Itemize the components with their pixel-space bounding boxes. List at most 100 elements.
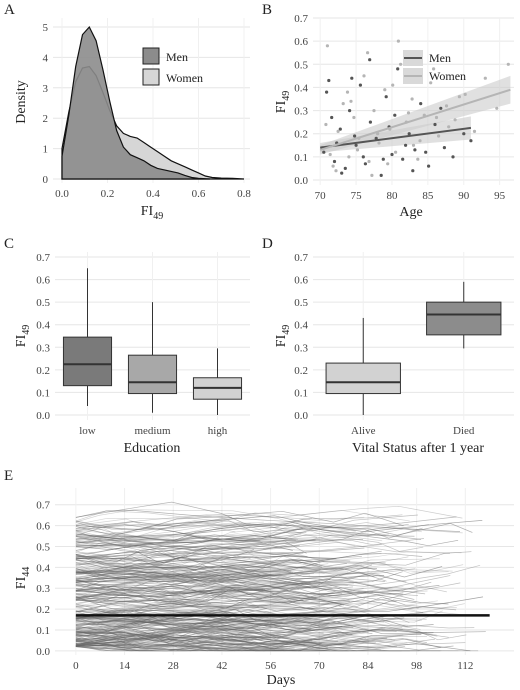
- trajectory-line: [75, 628, 486, 645]
- data-point-women: [429, 81, 433, 85]
- panel-b-label: B: [262, 2, 272, 18]
- y-tick-label: 0.0: [36, 410, 50, 422]
- trajectory-line: [75, 641, 348, 652]
- trajectory-line: [75, 633, 393, 647]
- box-alive: [325, 362, 401, 395]
- data-point-men: [322, 150, 326, 154]
- data-point-women: [410, 97, 414, 101]
- trajectory-line: [75, 571, 387, 588]
- y-tick-label: 0.6: [294, 275, 308, 287]
- y-tick-label: 0.4: [36, 320, 50, 332]
- data-point-women: [396, 39, 400, 43]
- trajectory-line: [75, 515, 483, 536]
- x-tick-label: Alive: [351, 425, 376, 437]
- y-tick-label: 0.3: [294, 342, 308, 354]
- trajectory-line: [75, 622, 322, 636]
- trajectory-line: [75, 522, 251, 553]
- data-point-women: [370, 173, 374, 177]
- trajectory-line: [75, 589, 264, 601]
- trajectory-line: [75, 596, 343, 619]
- y-tick-label: 0.3: [36, 583, 50, 595]
- trajectory-line: [75, 552, 325, 566]
- trajectory-line: [75, 640, 408, 652]
- trajectory-line: [75, 634, 441, 652]
- trajectory-line: [75, 606, 260, 628]
- trajectory-line: [75, 574, 311, 586]
- trajectory-line: [75, 617, 289, 630]
- trajectory-line: [75, 638, 323, 652]
- trajectory-line: [75, 612, 346, 640]
- panel-d-boxes: [325, 281, 502, 415]
- y-tick-label: 0.5: [294, 59, 308, 71]
- x-tick-label: 0.6: [192, 188, 206, 200]
- trajectory-line: [75, 546, 259, 563]
- data-point-men: [442, 146, 446, 150]
- trajectory-line: [75, 540, 307, 560]
- trajectory-line: [75, 617, 358, 634]
- trajectory-line: [75, 579, 317, 602]
- trajectory-line: [75, 575, 262, 593]
- data-point-women: [432, 67, 436, 71]
- trajectory-line: [75, 552, 423, 579]
- trajectory-line: [75, 617, 346, 642]
- trajectory-line: [75, 584, 404, 600]
- trajectory-line: [75, 572, 407, 585]
- x-tick-label: 42: [216, 660, 227, 672]
- trajectory-line: [75, 639, 420, 652]
- trajectory-line: [75, 510, 461, 532]
- trajectory-line: [75, 586, 404, 613]
- trajectory-line: [75, 589, 266, 616]
- box-died: [426, 301, 502, 336]
- y-tick-label: 0.6: [294, 36, 308, 48]
- panel-c-x-ticks: low medium high: [79, 425, 228, 437]
- panel-b-x-ticks: 70 75 80 85 90 95: [315, 190, 506, 202]
- y-tick-label: 0.7: [294, 13, 308, 25]
- data-point-men: [411, 169, 415, 173]
- trajectory-line: [75, 537, 318, 565]
- trajectory-line: [75, 533, 302, 555]
- trajectory-line: [75, 641, 370, 652]
- trajectory-line: [75, 571, 370, 583]
- trajectory-line: [75, 579, 348, 598]
- trajectory-line: [75, 630, 247, 641]
- trajectory-line: [75, 597, 301, 615]
- data-point-men: [401, 157, 405, 161]
- trajectory-line: [75, 501, 473, 536]
- data-point-women: [383, 88, 387, 92]
- panel-a-x-ticks: 0.0 0.2 0.4 0.6 0.8: [55, 188, 251, 200]
- trajectory-line: [75, 631, 479, 652]
- trajectory-line: [75, 606, 438, 640]
- y-tick-label: 0.2: [36, 365, 50, 377]
- trajectory-line: [75, 550, 462, 571]
- legend-label-women: Women: [166, 71, 203, 85]
- x-tick-label: 14: [119, 660, 131, 672]
- trajectory-line: [75, 605, 371, 617]
- legend-label-men-b: Men: [429, 51, 451, 65]
- data-point-women: [463, 92, 467, 96]
- trajectory-line: [75, 590, 330, 611]
- data-point-women: [352, 115, 356, 120]
- trajectory-line: [75, 631, 321, 646]
- trajectory-line: [75, 521, 364, 545]
- trajectory-line: [75, 560, 386, 580]
- trajectory-line: [75, 615, 283, 624]
- panel-e-x-ticks: 0 14 28 42 56 70 84 98 112: [73, 660, 473, 672]
- trajectory-line: [75, 608, 248, 631]
- trajectory-line: [75, 622, 410, 652]
- trajectory-line: [75, 527, 463, 544]
- panel-d-label: D: [262, 236, 273, 252]
- data-point-men: [419, 102, 423, 106]
- y-tick-label: 0.4: [294, 82, 308, 94]
- data-point-women: [483, 76, 487, 80]
- trajectory-line: [75, 610, 379, 626]
- y-tick-label: 0.4: [294, 320, 308, 332]
- trajectory-line: [75, 627, 427, 650]
- x-tick-label: 0.4: [146, 188, 160, 200]
- data-point-men: [424, 150, 428, 154]
- trajectory-line: [75, 516, 457, 544]
- data-point-men: [404, 143, 408, 147]
- y-tick-label: 0.7: [36, 252, 50, 264]
- data-point-men: [368, 120, 372, 124]
- trajectory-line: [75, 505, 463, 530]
- data-point-men: [396, 67, 400, 71]
